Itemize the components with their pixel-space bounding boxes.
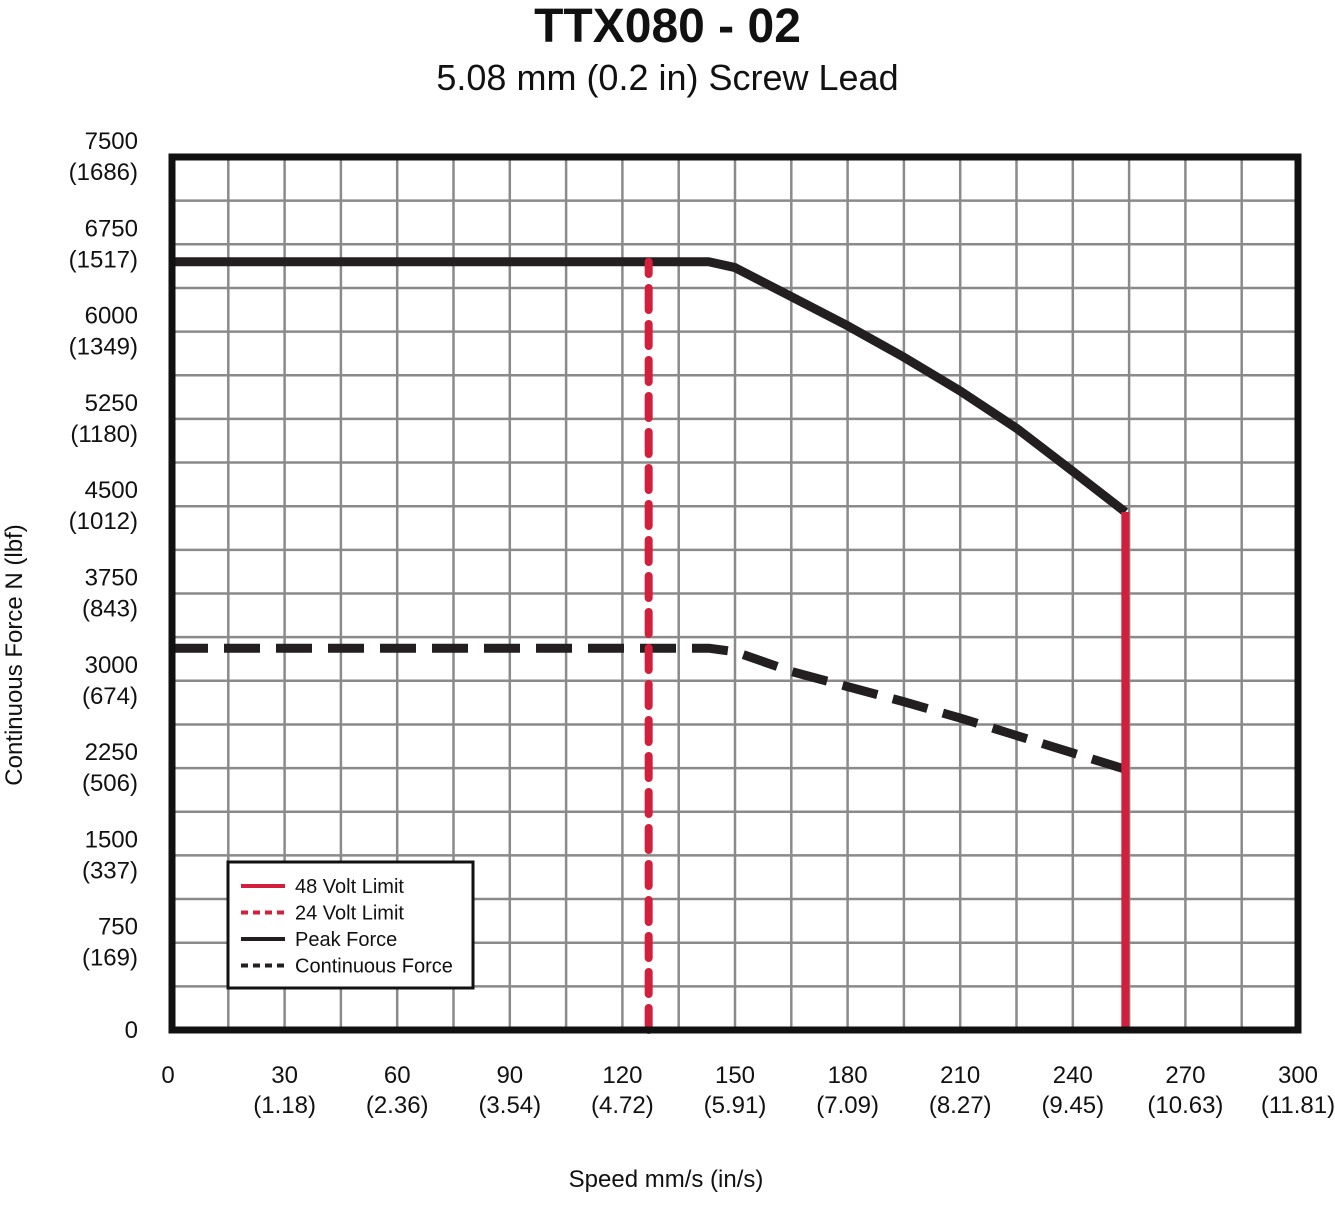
- x-tick-sublabel: (10.63): [1147, 1092, 1223, 1119]
- x-tick-label: 0: [161, 1062, 174, 1089]
- y-axis-title: Continuous Force N (lbf): [1, 524, 28, 785]
- x-tick-sublabel: (2.36): [366, 1092, 429, 1119]
- x-tick-sublabel: (11.81): [1261, 1092, 1335, 1119]
- y-tick-label: 6750: [85, 215, 138, 242]
- series-layer: [172, 257, 1130, 1034]
- y-tick-label: 7500: [85, 128, 138, 155]
- x-tick-sublabel: (1.18): [253, 1092, 316, 1119]
- x-tick-sublabel: (7.09): [816, 1092, 879, 1119]
- legend: 48 Volt Limit 24 Volt Limit Peak Force Cont…: [226, 860, 475, 990]
- y-tick-sublabel: (1349): [69, 334, 138, 361]
- x-tick-label: 150: [715, 1062, 755, 1089]
- plot-frame: [168, 153, 1302, 1034]
- legend-label: 24 Volt Limit: [295, 903, 404, 925]
- y-tick-sublabel: (674): [82, 683, 138, 710]
- x-tick-label: 300: [1278, 1062, 1318, 1089]
- y-tick-label: 3000: [85, 652, 138, 679]
- y-tick-sublabel: (1517): [69, 246, 138, 273]
- x-tick-label: 180: [828, 1062, 868, 1089]
- x-tick-sublabel: (3.54): [478, 1092, 541, 1119]
- x-tick-sublabel: (9.45): [1041, 1092, 1104, 1119]
- y-axis-ticks: 0 750 (169) 1500 (337) 2250 (506) 3000 (674) 3750…: [69, 128, 138, 1044]
- y-tick-sublabel: (506): [82, 770, 138, 797]
- x-tick-label: 60: [384, 1062, 411, 1089]
- x-tick-label: 210: [940, 1062, 980, 1089]
- y-tick-sublabel: (843): [82, 596, 138, 623]
- y-tick-label: 5250: [85, 390, 138, 417]
- y-tick-sublabel: (1012): [69, 508, 138, 535]
- x-tick-sublabel: (5.91): [704, 1092, 767, 1119]
- x-tick-label: 90: [496, 1062, 523, 1089]
- legend-label: Continuous Force: [295, 956, 453, 978]
- x-tick-label: 270: [1165, 1062, 1205, 1089]
- x-tick-label: 240: [1053, 1062, 1093, 1089]
- y-tick-label: 6000: [85, 303, 138, 330]
- series-continuous-force-line: [172, 643, 1127, 774]
- x-axis-title: Speed mm/s (in/s): [569, 1166, 764, 1193]
- x-tick-label: 30: [271, 1062, 298, 1089]
- y-tick-sublabel: (337): [82, 857, 138, 884]
- x-tick-label: 120: [602, 1062, 642, 1089]
- y-tick-sublabel: (169): [82, 945, 138, 972]
- chart-title: TTX080 - 02: [534, 0, 801, 53]
- y-tick-label: 1500: [85, 826, 138, 853]
- y-tick-label: 0: [125, 1017, 138, 1044]
- legend-label: 48 Volt Limit: [295, 876, 404, 898]
- x-tick-sublabel: (4.72): [591, 1092, 654, 1119]
- y-tick-label: 3750: [85, 565, 138, 592]
- y-tick-sublabel: (1180): [70, 421, 138, 448]
- legend-label: Peak Force: [295, 929, 397, 951]
- y-tick-label: 750: [98, 914, 138, 941]
- series-peak-force-line: [172, 257, 1129, 516]
- x-tick-sublabel: (8.27): [929, 1092, 992, 1119]
- y-tick-label: 2250: [85, 739, 138, 766]
- x-axis-ticks: 0 30 (1.18) 60 (2.36) 90 (3.54) 120 (4.72) 150 (5.…: [161, 1062, 1335, 1119]
- y-tick-label: 4500: [85, 477, 138, 504]
- y-tick-sublabel: (1686): [69, 159, 138, 186]
- chart-subtitle: 5.08 mm (0.2 in) Screw Lead: [436, 57, 899, 98]
